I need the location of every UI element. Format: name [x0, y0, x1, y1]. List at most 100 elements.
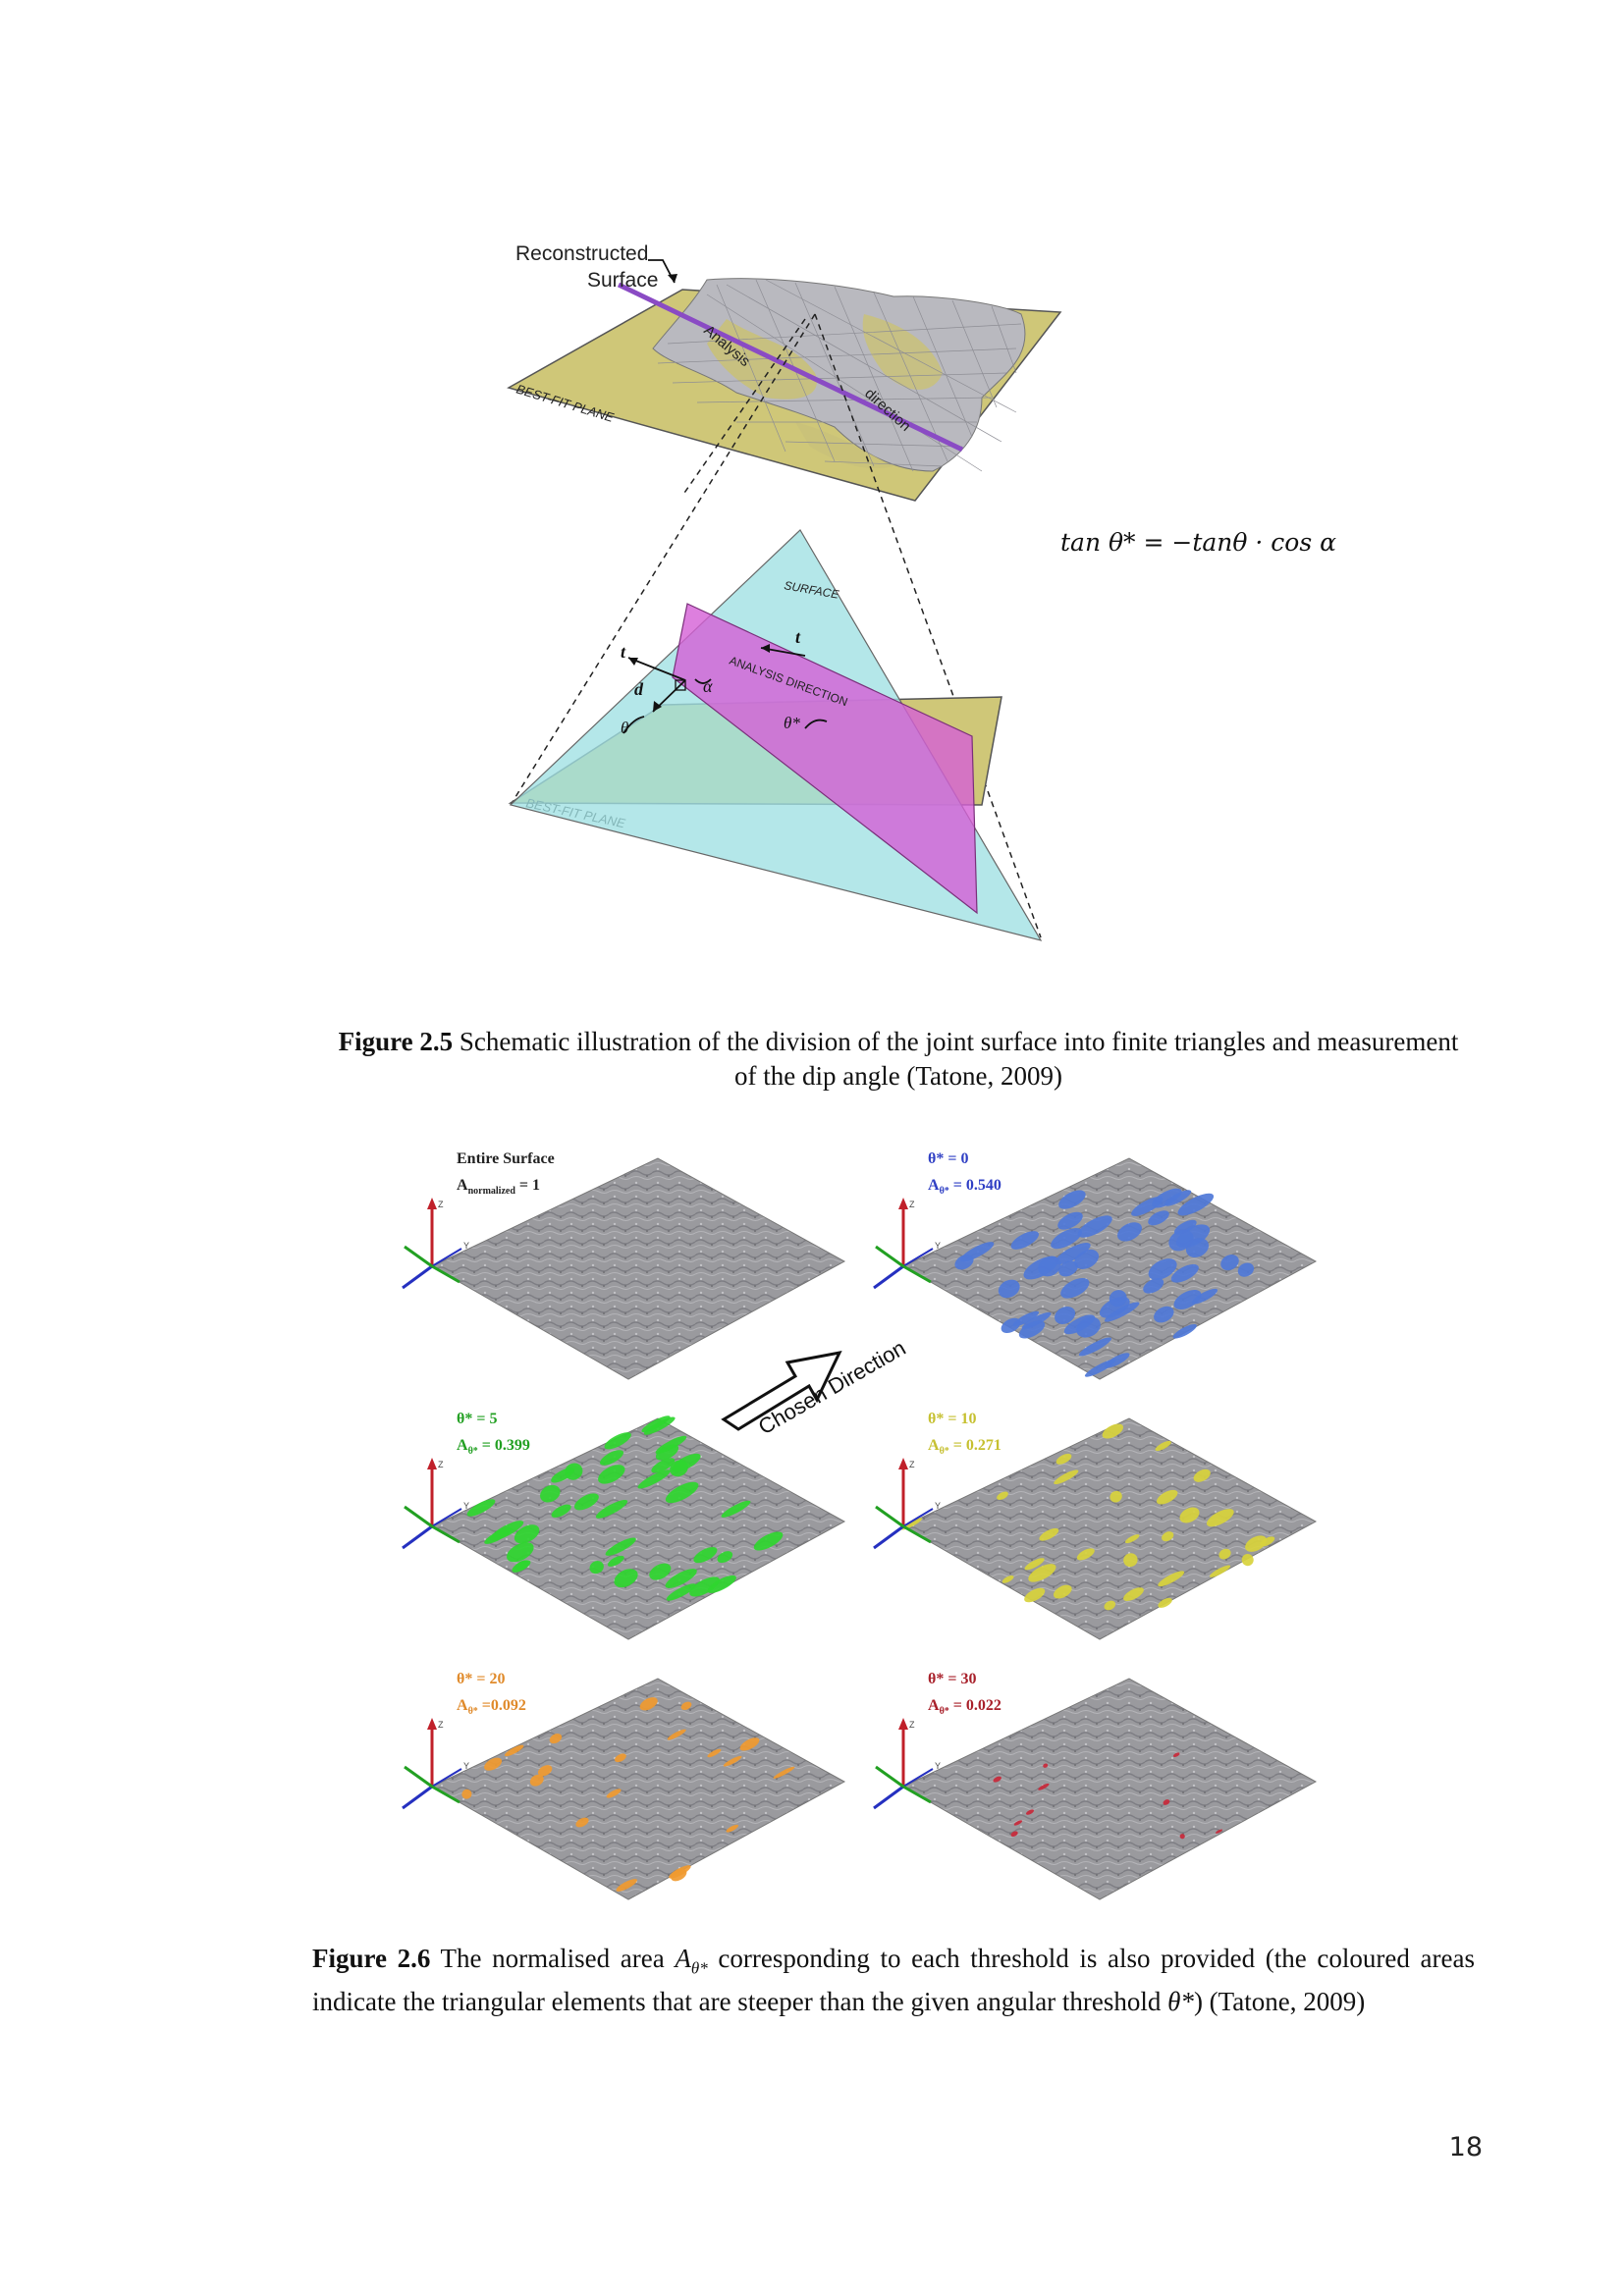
steep-element-patch [1170, 1263, 1199, 1283]
steep-element-patch [466, 1499, 496, 1517]
steep-element-patch [651, 1458, 676, 1473]
steep-element-patch [604, 1432, 631, 1450]
figure-2-5: Analysis direction BEST-FIT PLANE Recons… [471, 226, 1080, 972]
steep-element-patch [1154, 1306, 1174, 1323]
axis-y-label: Y [935, 1761, 941, 1771]
steep-element-patch [1109, 1290, 1127, 1308]
steep-element-patch [461, 1789, 472, 1799]
axis-y-label: Y [463, 1501, 469, 1511]
steep-element-patch [599, 1450, 624, 1466]
steep-element-patch [1158, 1571, 1185, 1587]
panel-area-value: Aθ* = 0.022 [928, 1697, 1001, 1717]
steep-element-patch [589, 1561, 604, 1575]
figure-2-5-caption: Figure 2.5 Schematic illustration of the… [334, 1025, 1463, 1094]
axis-triad: ZY [873, 1198, 941, 1290]
steep-element-patch [1104, 1600, 1116, 1611]
axis-triad: ZY [402, 1718, 469, 1810]
steep-element-patch [614, 1569, 638, 1588]
steep-element-patch [1023, 1255, 1058, 1280]
steep-element-patch [1216, 1829, 1222, 1834]
symbol-t-right: t [795, 627, 801, 647]
symbol-theta-star: θ* [784, 714, 800, 732]
steep-element-patch [1245, 1535, 1268, 1552]
axis-z-label: Z [438, 1720, 444, 1730]
surface-mesh [430, 1678, 846, 1900]
steep-element-patch [1143, 1278, 1164, 1294]
panel-title: Entire Surface [457, 1150, 555, 1167]
steep-element-patch [1051, 1228, 1083, 1250]
steep-element-patch [540, 1484, 561, 1503]
chosen-direction-arrow: Chosen Direction [721, 1335, 910, 1439]
steep-element-patch [1193, 1468, 1211, 1482]
steep-element-patch [1078, 1337, 1112, 1357]
steep-element-patch [1053, 1584, 1072, 1599]
steep-element-patch [1168, 1229, 1194, 1252]
axis-z-label: Z [438, 1200, 444, 1209]
steep-element-patch [1172, 1752, 1180, 1758]
steep-element-patch [1241, 1554, 1254, 1567]
steep-element-patch [1043, 1763, 1049, 1768]
dip-angle-formula: tan θ* = −tanθ · cos α [1060, 528, 1336, 557]
steep-element-patch [1018, 1320, 1046, 1339]
axis-z-label: Z [438, 1460, 444, 1469]
axis-z-label: Z [909, 1200, 915, 1209]
steep-element-patch [1163, 1799, 1170, 1805]
figure-2-5-label: Figure 2.5 [338, 1027, 454, 1056]
steep-element-patch [549, 1734, 563, 1744]
page-number: 18 [1448, 2132, 1483, 2163]
steep-element-patch [1010, 1231, 1039, 1250]
steep-element-patch [1172, 1324, 1197, 1339]
steep-element-patch [1179, 1834, 1185, 1840]
steep-element-patch [514, 1560, 529, 1571]
panel-area-value: Aθ* =0.092 [457, 1697, 526, 1717]
steep-element-patch [537, 1765, 553, 1777]
panel-area-value: Aθ* = 0.271 [928, 1437, 1001, 1457]
projection-lines [510, 313, 1042, 938]
steep-element-patch [655, 1435, 687, 1455]
steep-element-patch [693, 1547, 718, 1564]
figure-2-6-caption: Figure 2.6 The normalised area Aθ* corre… [312, 1942, 1475, 2019]
steep-element-patch [598, 1465, 625, 1484]
steep-element-patch [1209, 1565, 1231, 1577]
steep-element-patch [616, 1879, 637, 1892]
steep-element-patch [1013, 1820, 1023, 1826]
steep-element-patch [1206, 1509, 1234, 1527]
panel-title: θ* = 20 [457, 1671, 505, 1687]
steep-element-patch [671, 1869, 687, 1882]
steep-element-patch [1220, 1255, 1239, 1271]
steep-element-patch [753, 1531, 784, 1551]
panel-title: θ* = 30 [928, 1671, 976, 1687]
steep-element-patch [666, 1583, 696, 1601]
steep-element-patch [1123, 1587, 1144, 1601]
steep-element-patch [1123, 1553, 1138, 1568]
steep-element-patch [1060, 1277, 1090, 1299]
area-symbol: Aθ* [675, 1944, 708, 1978]
steep-element-patch [1038, 1783, 1050, 1790]
steep-element-patch [573, 1493, 599, 1511]
symbol-alpha: α [703, 676, 713, 696]
steep-element-patch [689, 1576, 721, 1597]
steep-element-patch [1155, 1440, 1171, 1452]
steep-element-patch [1164, 1190, 1192, 1206]
steep-element-patch [1010, 1831, 1018, 1838]
steep-element-patch [1124, 1534, 1140, 1544]
steep-element-patch [1148, 1210, 1169, 1226]
steep-element-patch [1152, 1188, 1182, 1208]
axis-z-label: Z [909, 1460, 915, 1469]
steep-element-patch [1026, 1809, 1034, 1815]
steep-element-patch [605, 1537, 636, 1556]
surface-panel-2: ZYθ* = 0Aθ* = 0.540 [873, 1150, 1318, 1380]
steep-element-patch [1057, 1211, 1083, 1230]
symbol-d: d [634, 679, 644, 699]
axis-triad: ZY [402, 1198, 469, 1290]
steep-element-patch [1102, 1423, 1123, 1439]
steep-element-patch [595, 1499, 628, 1519]
steep-element-patch [665, 1569, 697, 1588]
steep-element-patch [641, 1415, 671, 1433]
callout-line-2: Surface [587, 269, 658, 292]
steep-element-patch [1156, 1489, 1178, 1505]
panel-area-value: Anormalized = 1 [457, 1177, 540, 1197]
